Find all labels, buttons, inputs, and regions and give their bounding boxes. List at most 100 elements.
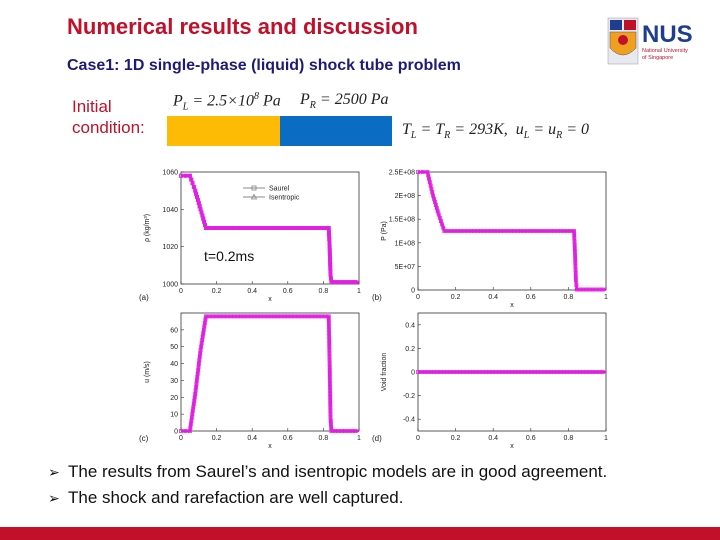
data-point xyxy=(326,226,331,230)
y-tick-label: 1060 xyxy=(162,170,178,177)
footer-band xyxy=(0,527,720,540)
y-tick-label: 0 xyxy=(411,370,415,377)
y-tick-label: 1E+08 xyxy=(395,240,416,247)
x-tick-label: 0 xyxy=(416,294,420,301)
data-point xyxy=(416,170,420,174)
panel-label: (a) xyxy=(139,293,149,302)
density-plot: 0 0.2 0.4 0.6 0.8 1 1000 1020 1040 1060 x ρ (kg/m³)… xyxy=(139,170,361,304)
y-tick-label: 0.2 xyxy=(405,346,415,353)
x-tick-label: 1 xyxy=(357,288,361,295)
initial-label-line1: Initial xyxy=(72,97,112,116)
nus-logo: NUS National University of Singapore xyxy=(607,17,693,65)
y-tick-label: 50 xyxy=(170,344,178,351)
nus-crest-icon xyxy=(607,17,639,65)
bullet-list: ➢ The results from Saurel’s and isentropi… xyxy=(48,459,607,511)
legend-square-marker xyxy=(251,185,257,191)
eq-left-pressure: PL = 2.5×108 Pa xyxy=(173,91,281,113)
y-tick-label: 1000 xyxy=(162,282,178,289)
right-state-bar xyxy=(280,116,392,146)
x-tick-label: 0.8 xyxy=(319,288,329,295)
data-point xyxy=(600,370,605,374)
data-point xyxy=(214,314,219,319)
panel-label: (b) xyxy=(372,293,382,302)
legend-label: Isentropic xyxy=(269,195,300,202)
bullet-item: ➢ The shock and rarefaction are well capt… xyxy=(48,485,607,511)
pressure-plot: 0 0.2 0.4 0.6 0.8 1 0 5E+07 1E+08 1.5E+08 2E+08 2.5… xyxy=(372,170,608,310)
x-tick-label: 0.4 xyxy=(488,435,498,442)
x-axis-label: x xyxy=(510,443,514,450)
data-point xyxy=(221,314,226,319)
x-tick-label: 0.8 xyxy=(564,435,574,442)
y-tick-label: 5E+07 xyxy=(395,264,416,271)
panel-label: (d) xyxy=(372,434,382,443)
x-tick-label: 0.6 xyxy=(283,288,293,295)
logo-name: NUS xyxy=(642,21,693,48)
x-tick-label: 0 xyxy=(416,435,420,442)
bullet-text: The shock and rarefaction are well captu… xyxy=(68,488,404,507)
slide-title: Numerical results and discussion xyxy=(67,14,418,39)
data-point xyxy=(203,226,208,230)
y-tick-label: 40 xyxy=(170,361,178,368)
logo-line1: National University xyxy=(642,48,688,54)
y-tick-label: 1.5E+08 xyxy=(389,217,415,224)
x-tick-label: 0.6 xyxy=(526,294,536,301)
x-tick-label: 1 xyxy=(604,435,608,442)
y-axis-label: Void fraction xyxy=(381,353,388,392)
x-tick-label: 0.4 xyxy=(488,294,498,301)
plot-frame xyxy=(180,171,360,285)
legend-triangle-marker xyxy=(250,193,258,200)
data-point xyxy=(228,314,233,319)
data-point xyxy=(187,173,192,178)
x-tick-label: 0.6 xyxy=(283,435,293,442)
y-tick-label: 0 xyxy=(411,288,415,295)
data-point xyxy=(326,229,331,234)
data-point xyxy=(179,173,183,178)
data-point xyxy=(328,272,333,277)
data-point xyxy=(211,226,215,230)
data-point xyxy=(207,226,212,230)
x-tick-label: 1 xyxy=(604,294,608,301)
y-tick-label: 20 xyxy=(170,395,178,402)
y-tick-label: 0 xyxy=(174,429,178,436)
x-tick-label: 0.8 xyxy=(564,294,574,301)
plot-frame xyxy=(417,171,607,291)
data-point xyxy=(225,314,230,319)
x-tick-label: 0.4 xyxy=(247,288,257,295)
y-tick-label: 2.5E+08 xyxy=(389,170,415,177)
bullet-text: The results from Saurel’s and isentropic… xyxy=(68,462,608,481)
y-tick-label: 2E+08 xyxy=(395,193,416,200)
arrow-bullet-icon: ➢ xyxy=(48,490,60,506)
data-point xyxy=(221,226,226,230)
x-tick-label: 1 xyxy=(357,435,361,442)
data-point xyxy=(207,314,212,319)
series-line xyxy=(181,315,359,433)
y-tick-label: -0.4 xyxy=(403,417,415,424)
data-point xyxy=(327,240,332,245)
data-point xyxy=(179,429,183,433)
x-tick-label: 0 xyxy=(179,435,183,442)
y-tick-label: 60 xyxy=(170,327,178,334)
data-point xyxy=(327,237,332,242)
data-point xyxy=(191,184,196,189)
bullet-item: ➢ The results from Saurel’s and isentropi… xyxy=(48,459,607,485)
data-point xyxy=(189,177,194,182)
initial-condition-label: Initial condition: xyxy=(72,96,145,138)
eq-right-pressure: PR = 2500 Pa xyxy=(300,91,389,112)
data-point xyxy=(573,278,578,283)
arrow-bullet-icon: ➢ xyxy=(48,464,60,480)
data-point xyxy=(183,173,188,178)
y-tick-label: 1020 xyxy=(162,244,178,251)
x-tick-label: 0.4 xyxy=(247,435,257,442)
data-point xyxy=(218,314,223,319)
y-tick-label: 0.4 xyxy=(405,322,415,329)
data-point xyxy=(327,233,332,238)
data-point xyxy=(183,429,188,433)
data-point xyxy=(203,314,208,319)
slide-subtitle: Case1: 1D single-phase (liquid) shock tu… xyxy=(67,57,461,74)
series-line xyxy=(181,174,359,284)
data-point xyxy=(353,280,358,285)
legend-label: Saurel xyxy=(269,186,290,193)
data-point xyxy=(218,226,223,230)
data-point xyxy=(214,226,219,230)
